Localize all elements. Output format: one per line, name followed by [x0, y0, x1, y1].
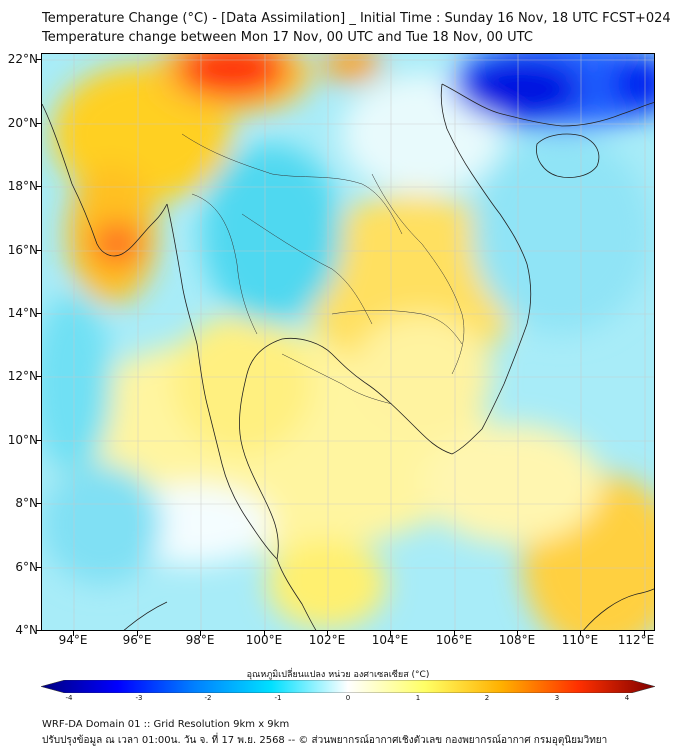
lon-label-96e: 96°E	[122, 633, 152, 647]
lat-tick	[36, 376, 41, 377]
lat-tick	[36, 440, 41, 441]
lat-label-14n: 14°N	[7, 306, 38, 320]
colorbar-tick: 2	[484, 694, 490, 702]
lat-label-12n: 12°N	[7, 369, 38, 383]
temperature-change-map	[41, 53, 655, 631]
lat-tick	[36, 186, 41, 187]
colorbar-tick: 3	[554, 694, 560, 702]
lon-label-106e: 106°E	[435, 633, 473, 647]
lon-label-100e: 100°E	[245, 633, 283, 647]
lon-label-104e: 104°E	[371, 633, 409, 647]
colorbar-title: อุณหภูมิเปลี่ยนแปลง หน่วย องศาเซลเซียส (…	[246, 670, 430, 680]
lat-label-10n: 10°N	[7, 433, 38, 447]
lat-tick	[36, 630, 41, 631]
lat-tick	[36, 59, 41, 60]
colorbar	[41, 680, 655, 693]
lon-tick	[454, 631, 455, 636]
lat-label-16n: 16°N	[7, 243, 38, 257]
lon-tick	[517, 631, 518, 636]
colorbar-tick: 1	[415, 694, 421, 702]
lat-label-8n: 8°N	[15, 496, 38, 510]
colorbar-tick: 4	[624, 694, 630, 702]
lat-label-4n: 4°N	[15, 623, 38, 637]
lat-label-22n: 22°N	[7, 52, 38, 66]
lon-label-102e: 102°E	[308, 633, 346, 647]
lon-label-108e: 108°E	[498, 633, 536, 647]
lon-tick	[73, 631, 74, 636]
colorbar-tick: -4	[65, 694, 73, 702]
lon-tick	[264, 631, 265, 636]
lat-tick	[36, 503, 41, 504]
lat-tick	[36, 313, 41, 314]
lon-label-94e: 94°E	[58, 633, 88, 647]
lon-tick	[200, 631, 201, 636]
footer-model-info: WRF-DA Domain 01 :: Grid Resolution 9km …	[42, 719, 290, 730]
lon-tick	[137, 631, 138, 636]
lon-tick	[644, 631, 645, 636]
lon-tick	[580, 631, 581, 636]
lon-label-110e: 110°E	[561, 633, 599, 647]
lat-label-18n: 18°N	[7, 179, 38, 193]
lat-tick	[36, 250, 41, 251]
lat-label-6n: 6°N	[15, 560, 38, 574]
colorbar-tick: -1	[274, 694, 282, 702]
map-subtitle: Temperature change between Mon 17 Nov, 0…	[42, 30, 533, 45]
lon-tick	[327, 631, 328, 636]
lon-tick	[390, 631, 391, 636]
map-title: Temperature Change (°C) - [Data Assimila…	[42, 11, 671, 26]
colorbar-tick: 0	[345, 694, 351, 702]
colorbar-tick: -3	[135, 694, 143, 702]
lat-label-20n: 20°N	[7, 116, 38, 130]
colorbar-tick: -2	[204, 694, 212, 702]
lat-tick	[36, 123, 41, 124]
lon-label-112e: 112°E	[617, 633, 655, 647]
lat-tick	[36, 567, 41, 568]
lon-label-98e: 98°E	[185, 633, 215, 647]
footer-update-credit: ปรับปรุงข้อมูล ณ เวลา 01:00น. วัน จ. ที่…	[42, 735, 608, 746]
